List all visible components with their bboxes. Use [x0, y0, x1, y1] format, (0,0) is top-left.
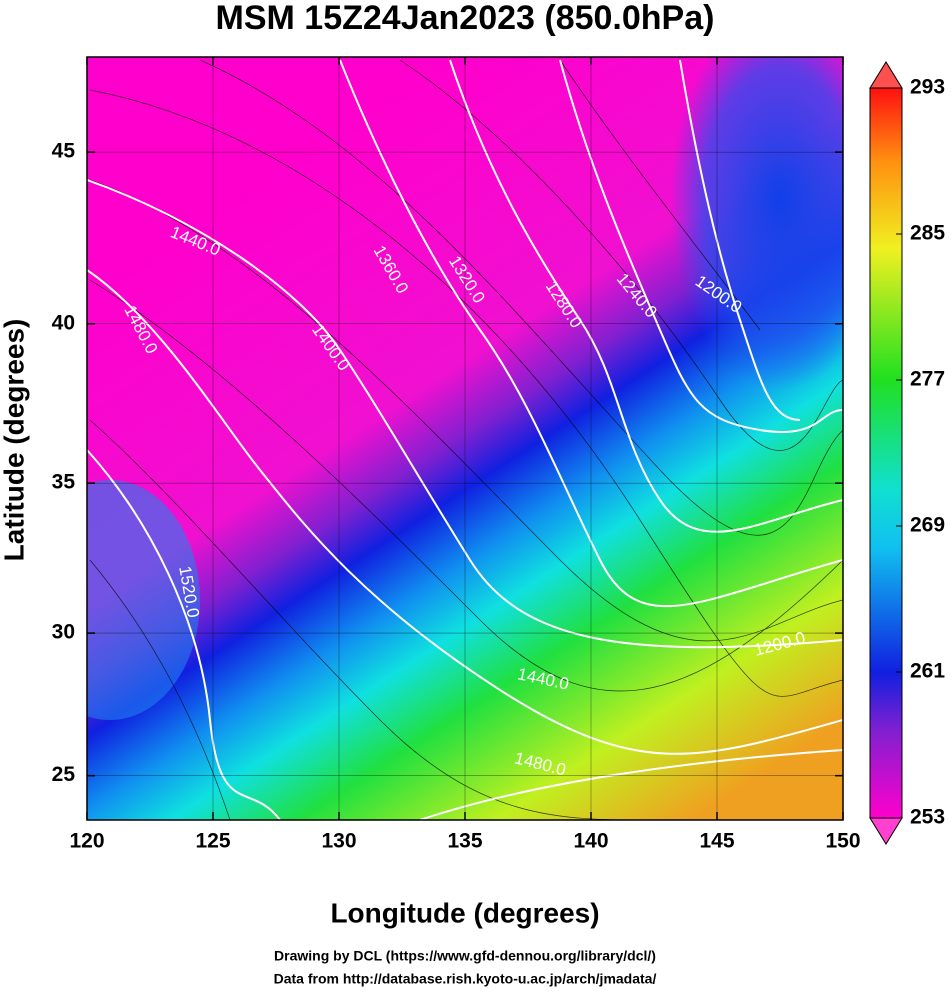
y-tick-label: 25: [52, 763, 76, 786]
colorbar-tick-label: 269: [910, 514, 945, 537]
credit-line: Drawing by DCL (https://www.gfd-dennou.o…: [274, 948, 656, 964]
x-tick-label: 125: [195, 830, 230, 853]
wind-streamlines: [89, 59, 843, 820]
ticks: 120 125 130 135 140 145 150 25 30 35 40 45: [52, 57, 861, 853]
colorbar-tick-label: 253: [910, 806, 945, 829]
x-axis-label: Longitude (degrees): [330, 897, 599, 928]
colorbar-tick-label: 261: [910, 660, 945, 683]
cool-area: [87, 480, 200, 720]
contour-lines: [87, 59, 843, 820]
colorbar-max-arrow: [869, 61, 903, 89]
colorbar-tick-label: 293: [910, 76, 945, 99]
colorbar: [869, 87, 903, 819]
x-tick-label: 135: [447, 830, 482, 853]
y-tick-label: 35: [52, 471, 76, 494]
x-tick-label: 145: [699, 830, 734, 853]
y-axis-label: Latitude (degrees): [0, 319, 29, 562]
chart-title: MSM 15Z24Jan2023 (850.0hPa): [216, 0, 715, 37]
x-tick-label: 150: [825, 830, 860, 853]
y-tick-label: 40: [52, 311, 75, 334]
x-tick-label: 120: [69, 830, 104, 853]
y-tick-label: 45: [52, 140, 76, 163]
x-tick-label: 140: [573, 830, 608, 853]
cold-area: [670, 57, 843, 390]
colorbar-tick-label: 277: [910, 368, 945, 391]
x-tick-label: 130: [321, 830, 356, 853]
colorbar-min-arrow: [869, 817, 903, 845]
colorbar-tick-label: 285: [910, 222, 945, 245]
grid: [87, 57, 843, 820]
y-tick-label: 30: [52, 621, 75, 644]
credit-line: Data from http://database.rish.kyoto-u.a…: [274, 971, 657, 987]
colorbar-ticks: 253 261 269 277 285 293: [896, 76, 945, 829]
